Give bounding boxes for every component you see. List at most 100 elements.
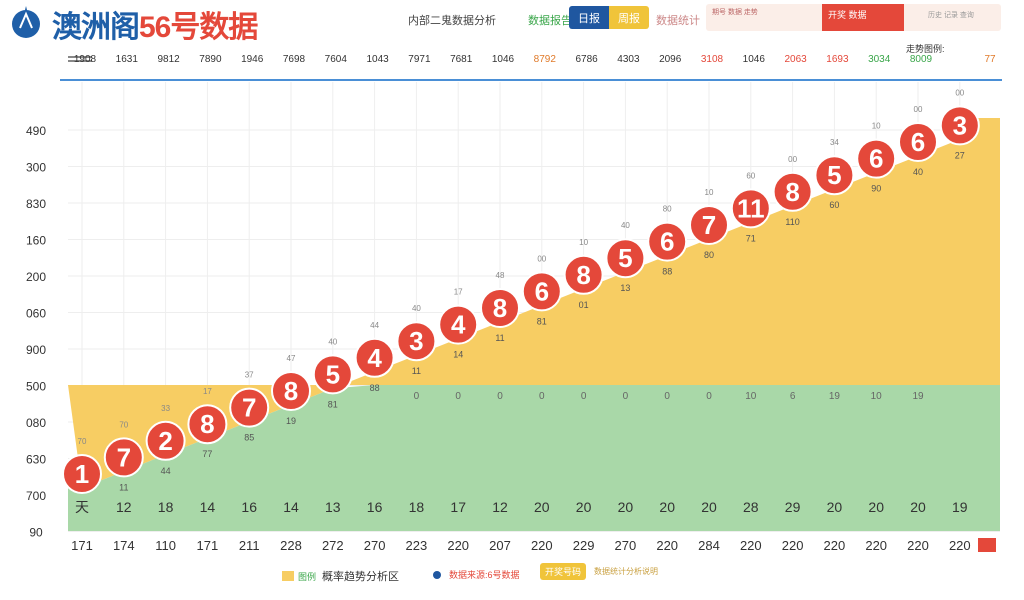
title-red: 56号数据 xyxy=(139,11,258,44)
daily-button[interactable]: 日报 xyxy=(569,6,609,29)
above-label: 10 xyxy=(579,238,588,247)
above-label: 33 xyxy=(161,404,170,413)
above-label: 37 xyxy=(245,371,254,380)
mid-row-value: 19 xyxy=(829,391,841,402)
ball-number: 7 xyxy=(702,210,716,240)
ball-number: 5 xyxy=(618,243,632,273)
subtitle: 内部二鬼数据分析 xyxy=(408,15,496,27)
ball-marker xyxy=(939,105,980,146)
green-row-value: 20 xyxy=(868,499,884,515)
above-label: 34 xyxy=(830,138,839,147)
below-label: 19 xyxy=(286,416,296,426)
weekly-button[interactable]: 周报 xyxy=(609,6,649,29)
ball-marker xyxy=(563,254,604,295)
y-tick-label: 300 xyxy=(26,161,46,175)
green-row-value: 16 xyxy=(367,499,383,515)
ball-number: 8 xyxy=(284,376,298,406)
ball-number: 3 xyxy=(409,326,423,356)
info-panel: 期号 数据 走势 开奖 数据 历史 记录 查询 xyxy=(706,4,1001,31)
mid-row-value: 10 xyxy=(871,391,883,402)
below-label: 85 xyxy=(244,433,254,443)
mid-row-value: 0 xyxy=(455,391,461,402)
legend-item: 开奖号码 数据统计分析说明 xyxy=(540,563,658,580)
y-tick-label: 630 xyxy=(26,453,46,467)
panel-right: 历史 记录 查询 xyxy=(928,12,974,19)
below-label: 14 xyxy=(453,350,463,360)
green-row-value: 20 xyxy=(701,499,717,515)
top-label: 2096 xyxy=(659,54,682,65)
top-label: 2063 xyxy=(784,54,807,65)
green-row-value: 天 xyxy=(75,499,89,515)
x-tick-label: 220 xyxy=(447,538,469,553)
top-label: 7604 xyxy=(324,54,347,65)
below-label: 40 xyxy=(913,167,923,177)
stats-link[interactable]: 数据统计 xyxy=(656,15,700,27)
legend-dot xyxy=(433,570,441,579)
below-label: 81 xyxy=(537,316,547,326)
below-label: 88 xyxy=(370,383,380,393)
ball-number: 8 xyxy=(493,293,507,323)
below-label: 71 xyxy=(746,233,756,243)
green-row-value: 20 xyxy=(659,499,675,515)
above-label: 00 xyxy=(914,105,923,114)
green-row-value: 18 xyxy=(158,499,174,515)
ball-marker xyxy=(103,437,144,478)
ball-marker xyxy=(229,387,270,428)
red-marker xyxy=(978,538,996,552)
green-row-value: 12 xyxy=(492,499,508,515)
ball-number: 6 xyxy=(660,227,674,257)
ball-number: 3 xyxy=(953,110,967,140)
ball-number: 7 xyxy=(117,442,131,472)
below-label: 88 xyxy=(662,267,672,277)
ball-marker xyxy=(187,404,228,445)
below-label: 44 xyxy=(161,466,171,476)
ball-number: 4 xyxy=(367,343,382,373)
ball-number: 5 xyxy=(326,359,340,389)
ball-marker xyxy=(856,138,897,179)
y-tick-label: 830 xyxy=(26,197,46,211)
report-link[interactable]: 数据报告 xyxy=(528,15,572,27)
x-tick-label: 220 xyxy=(656,538,678,553)
panel-red[interactable]: 开奖 数据 xyxy=(822,4,904,31)
y-tick-label: 900 xyxy=(26,343,46,357)
mid-row-value: 0 xyxy=(497,391,503,402)
above-label: 10 xyxy=(705,188,714,197)
above-label: 40 xyxy=(621,221,630,230)
top-label: 1043 xyxy=(366,54,389,65)
top-label: 6786 xyxy=(575,54,598,65)
legend-label: 数据来源:6号数据 xyxy=(449,570,520,580)
below-label: 11 xyxy=(119,482,128,492)
menu-icon[interactable] xyxy=(68,56,92,62)
x-tick-label: 220 xyxy=(782,538,804,553)
top-label: 1908 xyxy=(73,54,97,65)
green-row-value: 20 xyxy=(618,499,634,515)
mid-row-value: 19 xyxy=(912,391,924,402)
x-tick-label: 207 xyxy=(489,538,511,553)
top-label: 4303 xyxy=(617,54,640,65)
ball-marker xyxy=(145,420,186,461)
green-row-value: 17 xyxy=(450,499,466,515)
ball-marker xyxy=(730,188,771,229)
above-label: 00 xyxy=(537,254,546,263)
x-tick-label: 229 xyxy=(573,538,595,553)
logo-icon xyxy=(12,6,40,38)
ball-marker xyxy=(396,321,437,362)
above-label: 70 xyxy=(119,420,128,429)
ball-marker xyxy=(438,304,479,345)
green-row-value: 18 xyxy=(409,499,425,515)
x-tick-label: 270 xyxy=(615,538,637,553)
legend-note: 走势图例: xyxy=(906,44,945,54)
legend-item: 数据来源:6号数据 xyxy=(433,568,520,581)
above-label: 60 xyxy=(746,171,755,180)
ball-marker xyxy=(271,371,311,411)
ball-number: 7 xyxy=(242,393,256,423)
ball-marker xyxy=(689,205,729,245)
ball-number: 5 xyxy=(827,160,841,190)
ball-marker xyxy=(647,221,688,262)
top-label: 7681 xyxy=(450,54,473,65)
ball-number: 4 xyxy=(451,310,466,340)
ball-number: 6 xyxy=(535,276,549,306)
y-tick-label: 080 xyxy=(26,416,46,430)
ball-number: 1 xyxy=(75,459,89,489)
legend-label: 图例 xyxy=(298,571,317,582)
